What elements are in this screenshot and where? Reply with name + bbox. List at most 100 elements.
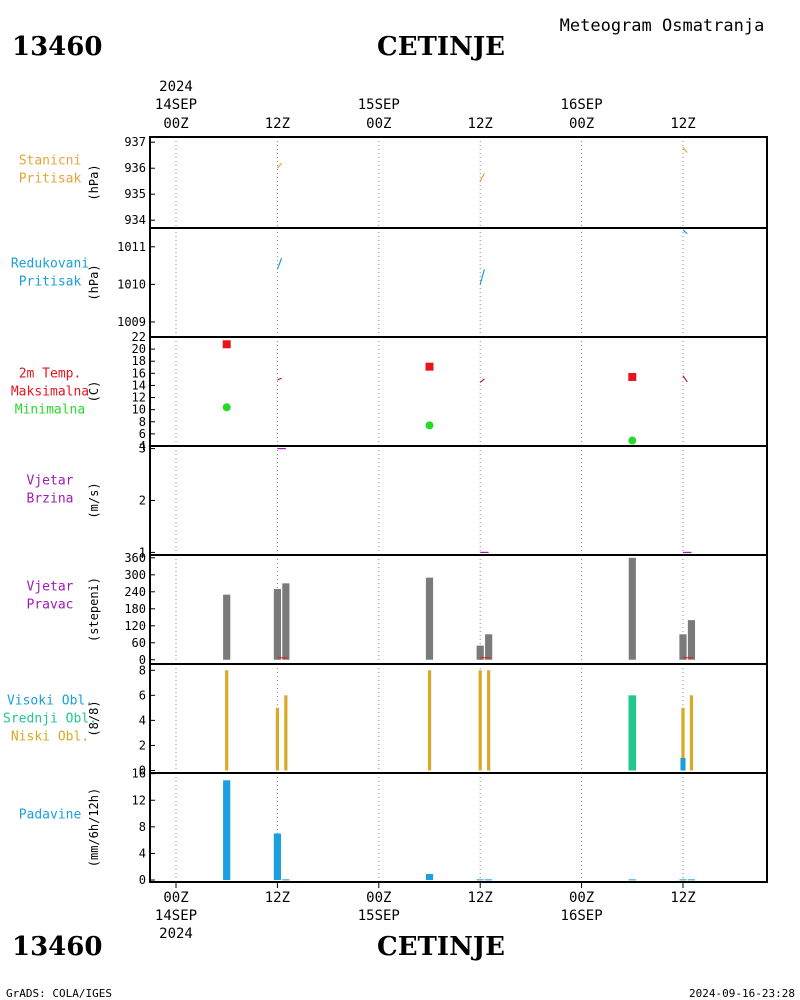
y-tick-label: 3 — [139, 442, 146, 456]
bar — [223, 780, 231, 881]
y-tick-label: 8 — [139, 663, 146, 677]
panel-label: Pritisak — [19, 275, 82, 290]
bar — [679, 879, 687, 881]
bar — [425, 577, 434, 660]
y-tick-label: 4 — [139, 846, 146, 860]
panel-label: 2m Temp. — [19, 367, 82, 382]
cloud-bar — [275, 707, 280, 771]
series-segment — [682, 375, 688, 383]
panel-label: Brzina — [27, 492, 74, 507]
panel-unit-label: (8/8) — [87, 700, 101, 736]
y-tick-label: 60 — [132, 636, 146, 650]
panel-frame — [149, 554, 768, 665]
top-axis-hour: 00Z — [366, 116, 391, 132]
cloud-bar — [478, 670, 482, 771]
panel-label: Padavine — [19, 808, 82, 823]
cloud-bar — [628, 695, 637, 771]
cloud-bar — [284, 695, 288, 771]
min-temp-marker — [222, 403, 231, 412]
bottom-axis-hour: 00Z — [163, 890, 188, 906]
panel-unit-label: (C) — [87, 381, 101, 403]
panel-unit-label: (mm/6h/12h) — [87, 788, 101, 867]
bar — [628, 557, 636, 660]
y-tick-label: 12 — [132, 793, 146, 807]
max-temp-marker — [425, 362, 434, 371]
y-tick-label: 16 — [132, 767, 146, 781]
y-tick-label: 2 — [139, 494, 146, 508]
bar — [628, 879, 636, 881]
panel-label: Pravac — [27, 598, 74, 613]
y-tick-label: 1010 — [117, 277, 146, 291]
y-tick-label: 18 — [132, 354, 146, 368]
y-tick-label: 2 — [139, 738, 146, 752]
panel-unit-label: (m/s) — [87, 482, 101, 518]
y-tick-label: 936 — [124, 161, 146, 175]
y-tick-label: 935 — [124, 187, 146, 201]
panel-label: Visoki Obl. — [7, 694, 93, 709]
bottom-axis-date: 16SEP — [561, 908, 603, 924]
panel-frame — [149, 772, 768, 883]
top-axis-date: 16SEP — [561, 97, 603, 113]
bar — [273, 833, 281, 881]
series-segment — [682, 229, 688, 235]
y-tick-label: 934 — [124, 213, 146, 227]
station-id-top: 13460 — [12, 32, 102, 62]
panel-frame — [149, 136, 768, 229]
panel-frame — [149, 227, 768, 338]
y-tick-label: 8 — [139, 415, 146, 429]
y-tick-label: 12 — [132, 391, 146, 405]
y-tick-label: 300 — [124, 568, 146, 582]
y-tick-label: 937 — [124, 135, 146, 149]
top-axis-date: 15SEP — [358, 97, 400, 113]
y-tick-label: 0 — [139, 653, 146, 667]
panel-label: Minimalna — [15, 403, 85, 418]
bar — [485, 879, 493, 881]
y-tick-label: 10 — [132, 403, 146, 417]
panel-label: Stanicni — [19, 154, 82, 169]
panel-frame — [149, 663, 768, 774]
top-axis-hour: 12Z — [670, 116, 695, 132]
bar — [223, 594, 231, 660]
panel-unit-label: (hPa) — [87, 264, 101, 300]
y-tick-label: 0 — [139, 873, 146, 887]
bar — [282, 879, 290, 881]
bar — [679, 634, 687, 660]
bar — [485, 634, 493, 660]
y-tick-label: 1009 — [117, 315, 146, 329]
panel-label: Pritisak — [19, 172, 82, 187]
min-temp-marker — [628, 436, 637, 445]
cloud-bar — [225, 670, 229, 771]
y-tick-label: 120 — [124, 619, 146, 633]
bar — [425, 874, 434, 881]
panel-unit-label: (stepeni) — [87, 577, 101, 642]
y-tick-label: 14 — [132, 378, 146, 392]
cloud-bar — [427, 670, 432, 771]
min-temp-marker — [425, 421, 434, 430]
y-tick-label: 1 — [139, 545, 146, 559]
panel-label: Redukovani — [11, 257, 89, 272]
series-segment — [276, 162, 283, 169]
y-tick-label: 20 — [132, 342, 146, 356]
y-tick-label: 4 — [139, 439, 146, 453]
y-tick-label: 360 — [124, 551, 146, 565]
panel-frame — [149, 445, 768, 556]
footer-timestamp: 2024-09-16-23:28 — [689, 987, 795, 1000]
max-temp-marker — [222, 340, 231, 349]
panel-frame — [149, 336, 768, 447]
y-tick-label: 6 — [139, 427, 146, 441]
panel-label: Vjetar — [27, 474, 74, 489]
bottom-axis-year: 2024 — [159, 926, 193, 942]
bar — [687, 879, 696, 881]
y-tick-label: 22 — [132, 330, 146, 344]
top-axis-year: 2024 — [159, 79, 193, 95]
y-tick-label: 6 — [139, 688, 146, 702]
bar — [476, 645, 484, 660]
station-id-bottom: 13460 — [12, 932, 102, 962]
bottom-axis-hour: 12Z — [468, 890, 493, 906]
y-tick-label: 180 — [124, 602, 146, 616]
y-tick-label: 8 — [139, 820, 146, 834]
max-temp-marker — [628, 372, 637, 381]
station-name-top: CETINJE — [377, 32, 505, 62]
cloud-bar — [681, 707, 685, 771]
